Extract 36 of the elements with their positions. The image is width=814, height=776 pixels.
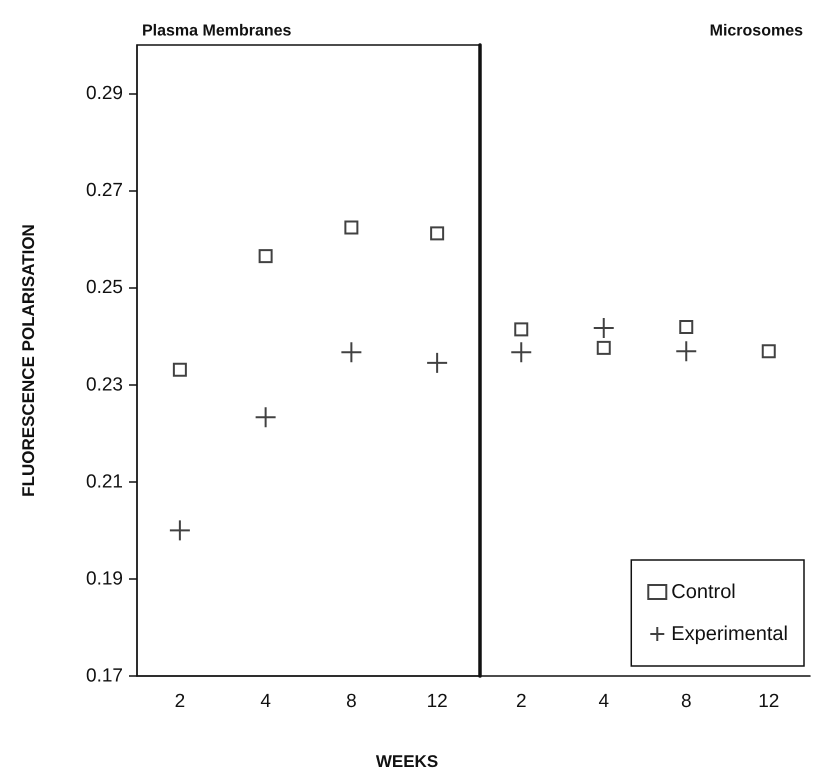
x-tick-label: 8: [346, 691, 357, 712]
point: [592, 316, 615, 339]
x-tick-label: 2: [174, 691, 186, 712]
point: [172, 362, 187, 377]
point: [762, 344, 776, 358]
x-axis-title: WEEKS: [374, 752, 440, 772]
point: [168, 519, 191, 542]
x-tick-label: 4: [260, 691, 272, 712]
point: [510, 341, 532, 364]
y-tick-label: 0.29: [86, 83, 123, 104]
point: [430, 226, 444, 240]
x-tick-label: 2: [516, 691, 527, 712]
y-axis-title: FLUORESCENCE POLARISATION: [19, 224, 38, 497]
x-tick-label: 12: [758, 691, 780, 712]
x-tick-label: 12: [426, 691, 448, 712]
point: [344, 220, 358, 235]
x-tick-label: 8: [680, 691, 692, 712]
y-tick-label: 0.17: [86, 666, 123, 686]
point: [426, 352, 448, 374]
y-tick-label: 0.25: [86, 277, 123, 298]
y-tick-label: 0.19: [86, 568, 123, 590]
point: [675, 340, 698, 362]
point: [258, 249, 273, 264]
chart-title: Microsomes: [710, 22, 804, 40]
y-tick-label: 0.21: [86, 471, 123, 492]
legend-label: Experimental: [671, 623, 788, 645]
y-tick-label: 0.27: [86, 180, 123, 202]
point: [596, 340, 611, 355]
y-tick-label: 0.23: [86, 374, 123, 396]
point: [340, 341, 362, 364]
point: [254, 406, 277, 428]
point: [679, 320, 694, 334]
chart-title: Plasma Membranes: [142, 22, 292, 40]
x-tick-label: 4: [598, 691, 610, 712]
point: [514, 322, 528, 336]
legend-label: Control: [671, 581, 736, 603]
